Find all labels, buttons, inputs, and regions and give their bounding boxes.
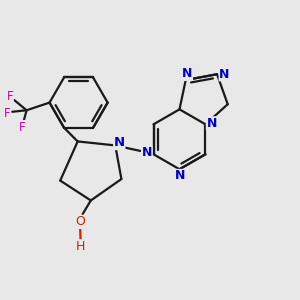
Text: F: F [7,90,13,103]
Text: N: N [219,68,230,81]
Text: N: N [182,68,192,80]
Text: H: H [76,240,86,253]
Text: F: F [3,107,10,120]
Text: N: N [206,117,217,130]
Text: N: N [114,136,125,149]
Text: N: N [175,169,185,182]
Text: F: F [19,121,25,134]
Text: N: N [142,146,152,159]
Text: O: O [75,215,85,228]
